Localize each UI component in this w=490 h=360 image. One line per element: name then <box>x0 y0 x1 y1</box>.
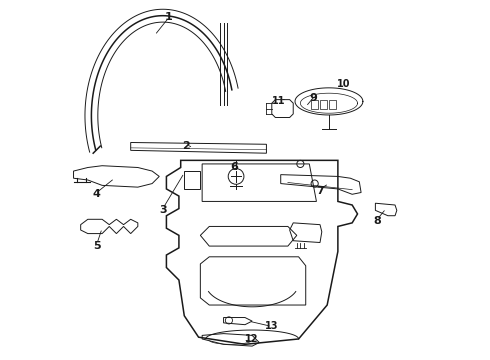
Text: 2: 2 <box>182 141 190 151</box>
Text: 4: 4 <box>93 189 100 199</box>
Text: 5: 5 <box>93 241 100 251</box>
Text: 3: 3 <box>159 205 167 215</box>
Text: 8: 8 <box>373 216 381 226</box>
Text: 12: 12 <box>245 334 259 344</box>
Text: 13: 13 <box>265 321 278 332</box>
Bar <box>329 100 336 109</box>
Text: 11: 11 <box>272 96 286 107</box>
Bar <box>320 100 327 109</box>
Text: 9: 9 <box>309 93 317 103</box>
Text: 1: 1 <box>164 13 172 22</box>
Text: 6: 6 <box>230 162 238 172</box>
Bar <box>311 100 318 109</box>
Text: 7: 7 <box>316 186 324 196</box>
Text: 10: 10 <box>337 78 350 89</box>
